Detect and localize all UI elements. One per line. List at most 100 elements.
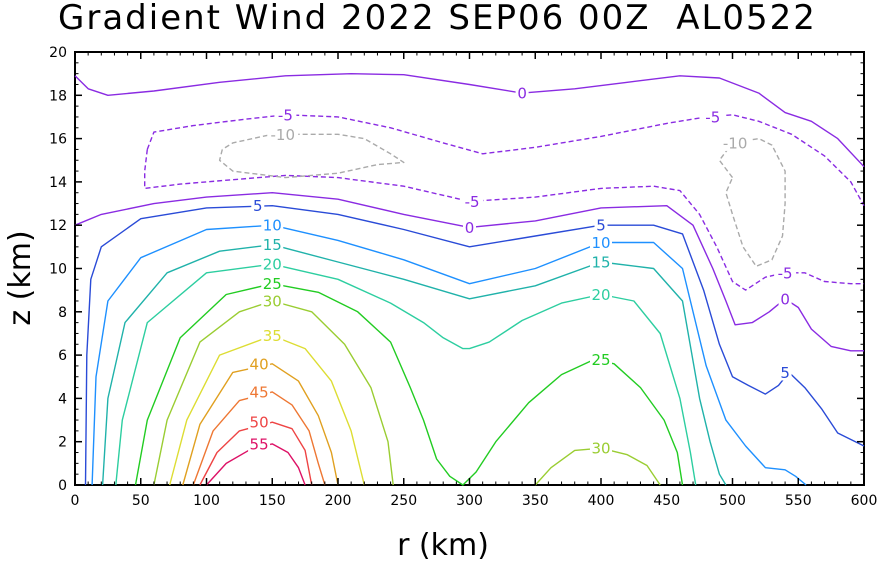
- contour-label: 50: [250, 414, 269, 432]
- contour-label-bg: [778, 290, 792, 307]
- chart-title: Gradient Wind 2022 SEP06 00Z AL0522: [58, 0, 817, 38]
- x-tick-label: 500: [719, 493, 746, 509]
- contour-label: 0: [517, 85, 527, 103]
- contour-label-bg: [701, 108, 724, 125]
- contour-label-bg: [267, 126, 299, 143]
- contour-line-0-0: [74, 73, 865, 168]
- contour-label-bg: [590, 440, 612, 457]
- x-tick-label: 100: [193, 493, 220, 509]
- y-tick-label: 2: [58, 435, 67, 451]
- contour-label-bg: [515, 85, 529, 102]
- contour-label: 0: [780, 290, 790, 308]
- contour-label-bg: [463, 219, 476, 236]
- contour-label: 15: [591, 254, 610, 272]
- contour-line-35-0: [169, 334, 365, 486]
- contour-label: 10: [591, 234, 610, 252]
- y-axis-title: z (km): [3, 230, 38, 325]
- contour-line-55-0: [205, 443, 306, 486]
- contour-label: 35: [263, 327, 282, 345]
- contour-label: -5: [778, 264, 793, 282]
- contour-label: -5: [705, 108, 720, 126]
- contour-label-bg: [261, 256, 284, 273]
- y-tick-label: 10: [49, 262, 67, 278]
- x-tick-label: 0: [71, 493, 80, 509]
- contour-label: 5: [253, 197, 263, 215]
- x-tick-label: 200: [325, 493, 352, 509]
- y-tick-label: 12: [49, 218, 67, 234]
- contour-label-bg: [261, 292, 284, 309]
- contour-line-5-0: [84, 205, 865, 486]
- contour-label: -5: [278, 106, 293, 124]
- y-tick-label: 16: [49, 132, 67, 148]
- contour-label-bg: [719, 134, 751, 151]
- contour-label: 5: [596, 217, 606, 235]
- x-tick-label: 150: [259, 493, 286, 509]
- contour-line-50-0: [199, 421, 313, 486]
- y-tick-label: 4: [58, 391, 67, 407]
- contour-label: -10: [723, 134, 748, 152]
- contour-label: 55: [250, 435, 269, 453]
- contour-label: 30: [591, 440, 610, 458]
- contour-line-neg5-1: [144, 149, 864, 291]
- contour-label-bg: [251, 197, 265, 214]
- x-tick-label: 600: [851, 493, 878, 509]
- contour-label-bg: [594, 217, 608, 234]
- plot-frame: [74, 51, 865, 486]
- contour-label-bg: [248, 435, 271, 452]
- x-tick-label: 50: [132, 493, 150, 509]
- y-tick-label: 20: [49, 45, 67, 61]
- contour-label: 30: [263, 292, 282, 310]
- contour-label: 10: [263, 217, 282, 235]
- contour-label: -5: [465, 193, 480, 211]
- contour-label: 40: [250, 355, 269, 373]
- contour-line-30-0: [153, 300, 394, 486]
- contour-label: 15: [263, 236, 282, 254]
- contour-label-bg: [590, 254, 612, 271]
- contour-label-bg: [261, 236, 284, 253]
- contour-label-bg: [274, 106, 297, 123]
- contour-line-10-0: [91, 224, 807, 486]
- contour-label-bg: [248, 355, 271, 372]
- contour-label-bg: [261, 275, 284, 292]
- contour-line-15-0: [101, 244, 727, 486]
- x-tick-label: 400: [588, 493, 615, 509]
- contour-line-20-0: [115, 263, 697, 486]
- y-tick-label: 18: [49, 88, 67, 104]
- x-tick-label: 350: [522, 493, 549, 509]
- contour-label: 20: [263, 256, 282, 274]
- contour-label-bg: [261, 217, 284, 234]
- y-tick-label: 8: [58, 305, 67, 321]
- contour-label-bg: [774, 264, 797, 281]
- x-tick-label: 450: [653, 493, 680, 509]
- x-axis-title: r (km): [397, 528, 489, 561]
- contour-label-bg: [590, 234, 612, 251]
- contour-label-bg: [461, 193, 484, 210]
- contour-label-bg: [261, 327, 284, 344]
- contour-label-bg: [248, 383, 271, 400]
- contour-line-40-0: [182, 363, 339, 486]
- contour-line-neg10-0: [218, 133, 405, 179]
- x-tick-label: 300: [456, 493, 483, 509]
- y-tick-label: 6: [58, 348, 67, 364]
- contour-line-25-0: [134, 283, 684, 486]
- x-tick-label: 550: [785, 493, 812, 509]
- contour-label: 20: [591, 286, 610, 304]
- contour-label: 25: [263, 275, 282, 293]
- contour-line-0-1: [74, 192, 864, 352]
- contour-line-45-0: [192, 391, 326, 486]
- y-tick-label: 14: [49, 175, 67, 191]
- contour-label-bg: [778, 364, 792, 381]
- contour-line-neg10-1: [718, 137, 786, 267]
- contour-label: 0: [465, 219, 475, 237]
- contour-label-bg: [248, 414, 271, 431]
- y-tick-label: 0: [58, 478, 67, 494]
- x-tick-label: 250: [390, 493, 417, 509]
- contour-label-bg: [590, 286, 612, 303]
- contour-label: -10: [271, 126, 296, 144]
- contour-label-bg: [590, 351, 612, 368]
- contour-label: 45: [250, 383, 269, 401]
- contour-label: 25: [591, 351, 610, 369]
- contour-line-neg5-0: [146, 114, 865, 207]
- contour-label: 5: [780, 364, 790, 382]
